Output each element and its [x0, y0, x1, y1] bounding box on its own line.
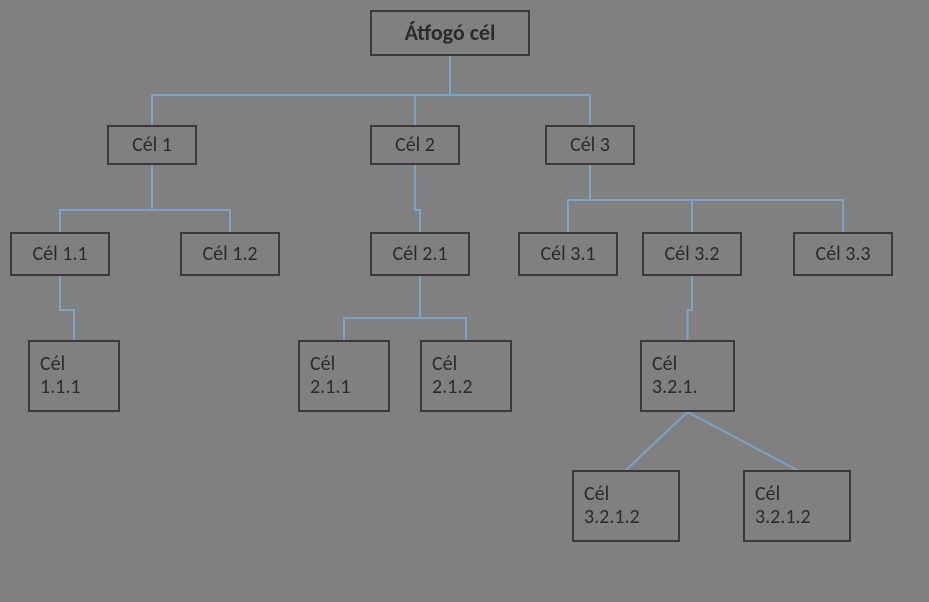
node-cel2-1: Cél 2.1	[370, 232, 470, 276]
node-cel1-2: Cél 1.2	[180, 232, 280, 276]
node-cel1: Cél 1	[107, 125, 197, 165]
node-cel3-2-1-2b: Cél 3.2.1.2	[743, 470, 851, 542]
node-cel3-2-1-2a: Cél 3.2.1.2	[572, 470, 680, 542]
node-cel3: Cél 3	[545, 125, 635, 165]
node-cel3-3: Cél 3.3	[793, 232, 893, 276]
node-cel3-2-1: Cél 3.2.1.	[640, 340, 735, 412]
node-cel1-1-1: Cél 1.1.1	[28, 340, 120, 412]
node-cel3-1: Cél 3.1	[518, 232, 618, 276]
tree-diagram: { "meta": { "type": "tree", "background_…	[0, 0, 929, 602]
node-cel1-1: Cél 1.1	[10, 232, 110, 276]
node-root: Átfogó cél	[370, 10, 530, 56]
node-cel2-1-2: Cél 2.1.2	[420, 340, 512, 412]
node-cel2: Cél 2	[370, 125, 460, 165]
node-cel2-1-1: Cél 2.1.1	[298, 340, 390, 412]
node-cel3-2: Cél 3.2	[642, 232, 742, 276]
